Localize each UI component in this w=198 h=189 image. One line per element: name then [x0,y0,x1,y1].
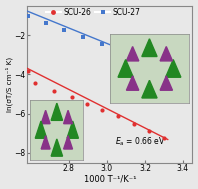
Text: $E_\mathrm{a}$ = 0.37 eV: $E_\mathrm{a}$ = 0.37 eV [116,50,167,62]
X-axis label: 1000 T⁻¹/K⁻¹: 1000 T⁻¹/K⁻¹ [84,174,136,184]
Legend: SCU-26, SCU-27: SCU-26, SCU-27 [44,6,142,18]
Text: $E_\mathrm{a}$ = 0.66 eV: $E_\mathrm{a}$ = 0.66 eV [114,135,165,147]
Y-axis label: ln(σT/S cm⁻¹ K): ln(σT/S cm⁻¹ K) [6,57,13,112]
